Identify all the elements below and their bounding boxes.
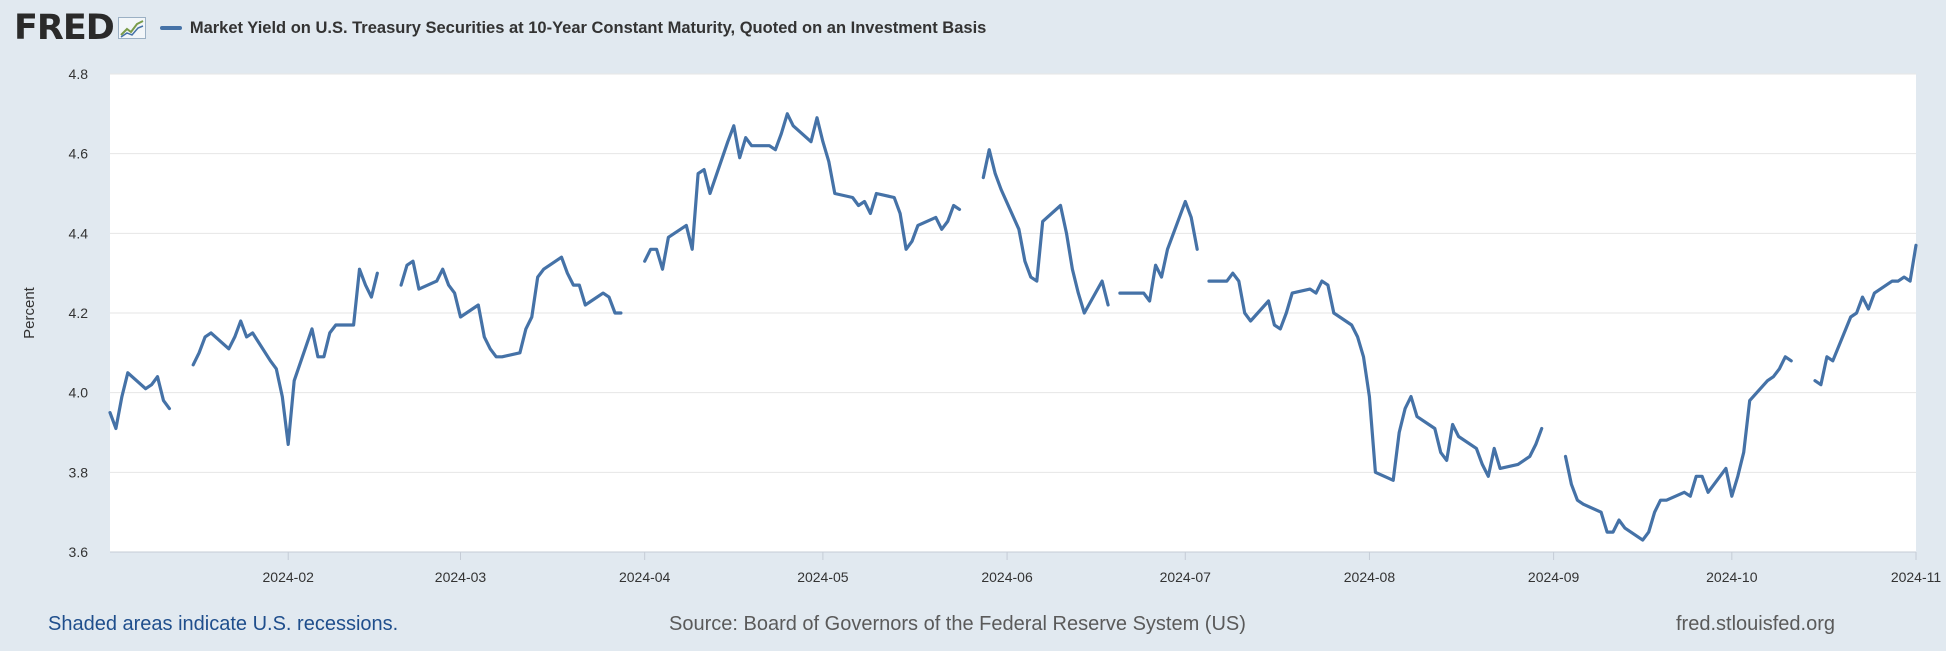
x-tick-label: 2024-03 [435, 569, 487, 585]
series-line-segment [981, 148, 1110, 315]
fred-logo[interactable]: FRED [14, 8, 146, 48]
x-tick-label: 2024-11 [1891, 569, 1942, 585]
series-line-segment [1563, 355, 1793, 542]
x-tick-label: 2024-08 [1344, 569, 1396, 585]
chart-header: FRED Market Yield on U.S. Treasury Secur… [14, 8, 986, 48]
line-chart-icon [117, 17, 146, 39]
series-line-segment [399, 255, 623, 359]
legend-swatch [159, 26, 182, 30]
y-axis-label: Percent [21, 286, 38, 339]
site-link[interactable]: fred.stlouisfed.org [1676, 613, 1835, 635]
series-line-segment [191, 267, 379, 446]
series-line-segment [1118, 199, 1199, 303]
y-tick-label: 4.4 [69, 225, 89, 241]
x-tick-label: 2024-05 [797, 569, 849, 585]
y-tick-label: 4.2 [69, 305, 89, 321]
y-tick-label: 4.0 [69, 385, 89, 401]
y-tick-label: 3.8 [69, 464, 89, 480]
line-chart: 3.6 3.8 4.0 4.2 4.4 4.6 4.8 2024-02 2024-03 2024-… [21, 66, 1942, 585]
series-line-segment [1207, 271, 1544, 482]
y-tick-label: 4.6 [69, 146, 89, 162]
series-title: Market Yield on U.S. Treasury Securities… [189, 18, 987, 37]
y-tick-label: 4.8 [69, 66, 89, 82]
x-tick-label: 2024-10 [1706, 569, 1758, 585]
source-note: Source: Board of Governors of the Federa… [669, 613, 1246, 635]
fred-logo-text: FRED [14, 8, 115, 48]
series-line-segment [1813, 243, 1918, 387]
recession-note: Shaded areas indicate U.S. recessions. [48, 613, 399, 635]
x-tick-label: 2024-07 [1160, 569, 1212, 585]
x-tick-label: 2024-06 [981, 569, 1033, 585]
series-line-segment [643, 112, 962, 271]
x-tick-label: 2024-04 [619, 569, 671, 585]
y-tick-label: 3.6 [69, 544, 89, 560]
x-tick-label: 2024-09 [1528, 569, 1580, 585]
x-tick-label: 2024-02 [263, 569, 315, 585]
series-line-segment [108, 371, 171, 431]
chart-legend: Market Yield on U.S. Treasury Securities… [159, 18, 987, 38]
